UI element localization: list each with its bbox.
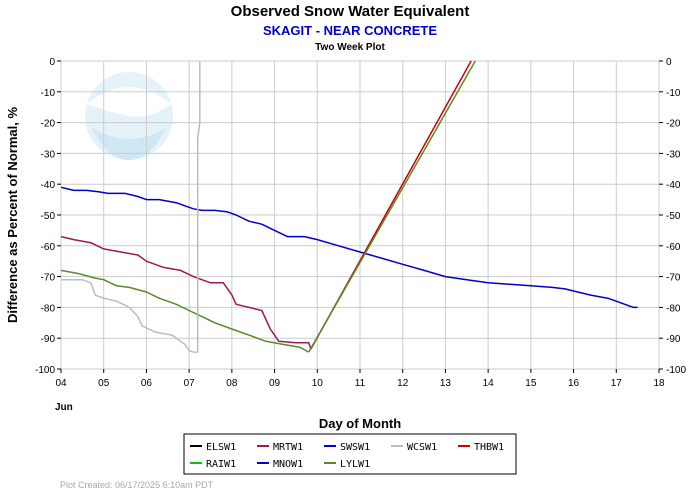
- y-tick-label-right: -70: [666, 273, 681, 284]
- series-layer: [60, 60, 638, 353]
- y-tick-label: -100: [35, 365, 55, 376]
- y-tick-label-right: -50: [666, 211, 681, 222]
- noaa-logo: NOAA: [85, 72, 173, 160]
- x-axis-month: Jun: [55, 402, 73, 413]
- noaa-logo-text: NOAA: [108, 91, 149, 107]
- chart-title: Observed Snow Water Equivalent: [231, 3, 470, 20]
- y-tick-label-right: -60: [666, 242, 681, 253]
- chart-subtitle: SKAGIT - NEAR CONCRETE: [263, 23, 437, 38]
- x-tick-label: 04: [55, 378, 67, 389]
- y-tick-label: -10: [41, 88, 56, 99]
- x-tick-label: 11: [355, 378, 366, 389]
- x-tick-label: 12: [397, 378, 409, 389]
- y-tick-label: -30: [41, 149, 56, 160]
- x-tick-label: 16: [568, 378, 580, 389]
- x-tick-label: 13: [440, 378, 452, 389]
- legend-label-thbw1: THBW1: [474, 442, 504, 453]
- legend-label-raiw1: RAIW1: [206, 459, 236, 470]
- plot-created-label: Plot Created: 06/17/2025 6:10am PDT: [60, 480, 214, 490]
- x-axis-label: Day of Month: [319, 416, 401, 431]
- x-tick-label: 07: [184, 378, 196, 389]
- plot-type-label: Two Week Plot: [315, 42, 385, 53]
- x-tick-label: 05: [98, 378, 110, 389]
- x-tick-label: 14: [483, 378, 495, 389]
- y-tick-label: -70: [41, 273, 56, 284]
- y-tick-label: 0: [49, 57, 55, 68]
- y-axis: 0 0 -10 -10 -20 -20 -30 -30 -40 -40 -50 -50 -60 -60 -7…: [35, 57, 686, 376]
- x-tick-label: 10: [312, 378, 324, 389]
- x-tick-label: 08: [226, 378, 238, 389]
- y-tick-label: -90: [41, 334, 56, 345]
- legend-label-wcsw1: WCSW1: [407, 442, 437, 453]
- x-tick-label: 09: [269, 378, 281, 389]
- x-tick-label: 06: [141, 378, 153, 389]
- y-tick-label-right: -90: [666, 334, 681, 345]
- legend-label-elsw1: ELSW1: [206, 442, 236, 453]
- y-tick-label-right: -20: [666, 119, 681, 130]
- x-tick-label: 17: [611, 378, 623, 389]
- y-tick-label-right: -30: [666, 149, 681, 160]
- y-tick-label: -50: [41, 211, 56, 222]
- legend-label-mnow1: MNOW1: [273, 459, 303, 470]
- y-tick-label-right: -80: [666, 303, 681, 314]
- y-tick-label-right: -40: [666, 180, 681, 191]
- y-tick-label: -20: [41, 119, 56, 130]
- legend-box: [183, 433, 517, 475]
- legend-label-lylw1: LYLW1: [340, 459, 370, 470]
- series-line-lylw1: [308, 60, 476, 353]
- series-line-wcsw1: [61, 61, 201, 353]
- series-line-mrtw1: [60, 235, 312, 350]
- x-tick-label: 18: [653, 378, 665, 389]
- x-axis: 04 05 06 07 08 09 10 11 12 13 14 15 16 17 18: [55, 369, 665, 389]
- y-tick-label: -80: [41, 303, 56, 314]
- x-tick-label: 15: [525, 378, 537, 389]
- series-line-swsw1: [60, 186, 638, 309]
- y-tick-label-right: 0: [666, 57, 672, 68]
- series-line-lylw1: [60, 269, 310, 353]
- legend: ELSW1 MRTW1 SWSW1 WCSW1 THBW1 RAIW1 MNOW1 LYLW1: [190, 442, 504, 470]
- y-tick-label: -60: [41, 242, 56, 253]
- y-tick-label-right: -100: [666, 365, 686, 376]
- legend-label-mrtw1: MRTW1: [273, 442, 303, 453]
- legend-label-swsw1: SWSW1: [340, 442, 370, 453]
- y-tick-label: -40: [41, 180, 56, 191]
- y-tick-label-right: -10: [666, 88, 681, 99]
- y-axis-label: Difference as Percent of Normal, %: [5, 107, 20, 323]
